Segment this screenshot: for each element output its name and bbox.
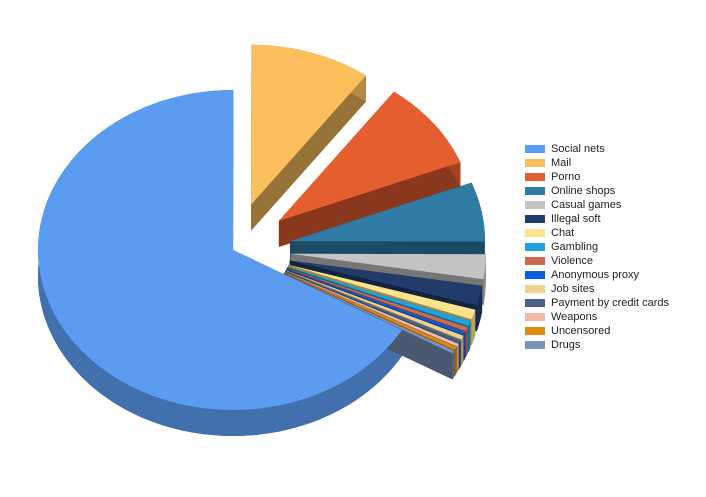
pie-slice — [283, 273, 455, 354]
slice-side — [463, 332, 466, 361]
legend-swatch — [525, 271, 545, 279]
legend-swatch — [525, 201, 545, 209]
legend-label: Uncensored — [551, 325, 610, 337]
slice-side — [476, 285, 483, 332]
legend-label: Anonymous proxy — [551, 269, 640, 281]
legend-swatch — [525, 313, 545, 321]
pie-slice — [286, 268, 468, 332]
legend-swatch — [525, 327, 545, 335]
legend: Social nets Mail Porno Online shops Casual g… — [525, 143, 669, 351]
legend-label: Online shops — [551, 185, 616, 197]
slice-side — [465, 327, 468, 358]
legend-label: Drugs — [551, 339, 581, 351]
slice-side — [251, 75, 366, 231]
legend-swatch — [525, 145, 545, 153]
legend-label: Illegal soft — [551, 213, 601, 225]
pie-slice — [288, 264, 476, 320]
slice-side — [483, 254, 486, 306]
pie — [38, 44, 486, 436]
legend-label: Violence — [551, 255, 593, 267]
legend-swatch — [525, 341, 545, 349]
slice-side — [459, 340, 461, 370]
legend-swatch — [525, 243, 545, 251]
pie-slice — [286, 269, 466, 335]
pie-slice — [278, 91, 461, 221]
pie-slice — [287, 266, 471, 327]
pie-slice — [284, 272, 457, 350]
legend-label: Porno — [551, 171, 580, 183]
legend-label: Gambling — [551, 241, 598, 253]
legend-label: Casual games — [551, 199, 622, 211]
pie-slice — [290, 182, 485, 242]
legend-swatch — [525, 173, 545, 181]
slice-side — [471, 309, 476, 346]
slice-side — [454, 347, 457, 376]
legend-swatch — [525, 159, 545, 167]
legend-label: Social nets — [551, 143, 605, 155]
slice-side — [457, 343, 459, 373]
pie-slice — [289, 260, 483, 306]
pie-slice — [285, 271, 461, 344]
legend-label: Weapons — [551, 311, 598, 323]
slice-side — [452, 350, 455, 380]
pie-slice — [38, 90, 402, 410]
pie-slice — [285, 270, 464, 340]
legend-label: Payment by credit cards — [551, 297, 669, 309]
pie-slice — [251, 44, 366, 205]
legend-swatch — [525, 229, 545, 237]
legend-swatch — [525, 187, 545, 195]
slice-side — [278, 162, 461, 247]
legend-swatch — [525, 257, 545, 265]
pie-slice — [284, 271, 459, 347]
legend-label: Mail — [551, 157, 571, 169]
slice-side — [468, 321, 471, 353]
legend-swatch — [525, 299, 545, 307]
legend-swatch — [525, 215, 545, 223]
slice-side — [461, 335, 464, 366]
legend-swatch — [525, 285, 545, 293]
legend-label: Job sites — [551, 283, 595, 295]
legend-label: Chat — [551, 227, 574, 239]
pie-slice — [290, 253, 486, 280]
